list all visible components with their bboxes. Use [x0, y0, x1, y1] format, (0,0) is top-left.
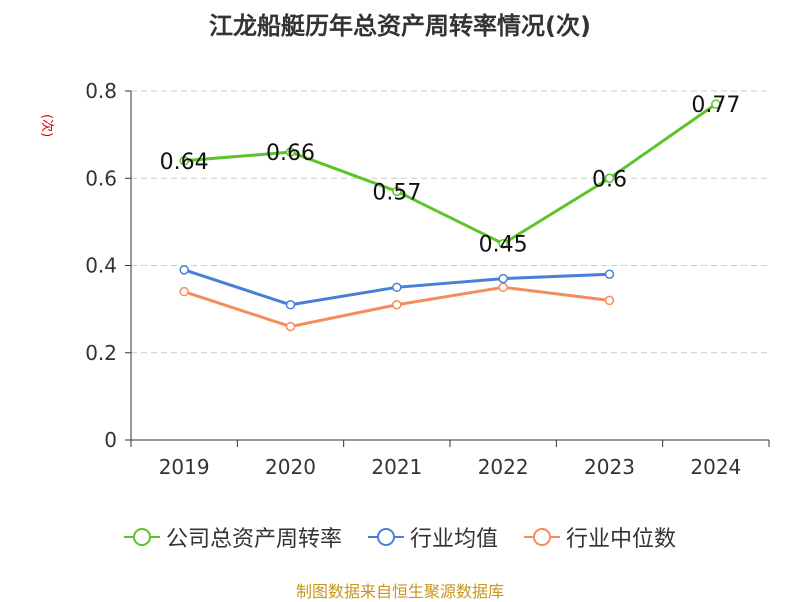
data-point — [392, 282, 402, 293]
data-point — [392, 186, 402, 197]
x-tick-label: 2021 — [371, 455, 422, 479]
y-tick-label: 0 — [104, 428, 117, 452]
series-line — [184, 102, 717, 246]
legend-label-industry-avg: 行业均值 — [409, 527, 498, 552]
data-label: 0.57 — [372, 180, 421, 205]
data-point — [179, 265, 189, 275]
y-tick-label: 0.8 — [85, 79, 117, 103]
data-point — [179, 286, 189, 297]
y-tick-label: 0.2 — [85, 341, 117, 365]
legend-marker-industry-median — [524, 528, 560, 546]
x-tick-label: 2024 — [690, 455, 741, 479]
legend-item-company[interactable]: 公司总资产周转率 — [123, 521, 342, 553]
data-point — [285, 147, 296, 157]
chart-title: 江龙船艇历年总资产周转率情况(次) — [209, 12, 591, 40]
data-point — [498, 273, 508, 284]
legend-label-industry-median: 行业中位数 — [566, 527, 677, 552]
x-tick-label: 2020 — [265, 455, 316, 479]
data-label: 0.77 — [691, 93, 740, 118]
x-tick-label: 2023 — [584, 455, 635, 479]
data-label: 0.6 — [592, 167, 627, 192]
data-point — [285, 321, 296, 332]
legend-item-industry-avg[interactable]: 行业均值 — [367, 521, 498, 553]
y-tick-label: 0.6 — [85, 166, 117, 190]
legend-item-industry-median[interactable]: 行业中位数 — [524, 521, 676, 553]
legend: 公司总资产周转率 行业均值 行业中位数 — [0, 520, 800, 554]
data-label: 0.64 — [160, 150, 209, 175]
data-label: 0.66 — [266, 141, 315, 166]
data-point — [604, 173, 615, 183]
x-tick-label: 2019 — [159, 455, 210, 479]
legend-marker-industry-avg — [367, 528, 404, 546]
data-point — [498, 282, 508, 293]
y-tick-label: 0.4 — [85, 254, 117, 278]
data-point — [179, 156, 189, 166]
data-point — [711, 99, 721, 109]
legend-marker-company — [123, 528, 160, 546]
data-point — [285, 300, 296, 310]
data-point — [392, 300, 402, 310]
data-point — [604, 269, 615, 279]
data-label: 0.45 — [479, 233, 528, 258]
data-source: 制图数据来自恒生聚源数据库 — [295, 582, 504, 601]
data-point — [498, 238, 508, 249]
data-point — [604, 295, 615, 306]
legend-label-company: 公司总资产周转率 — [165, 527, 342, 552]
x-tick-label: 2022 — [478, 455, 529, 479]
